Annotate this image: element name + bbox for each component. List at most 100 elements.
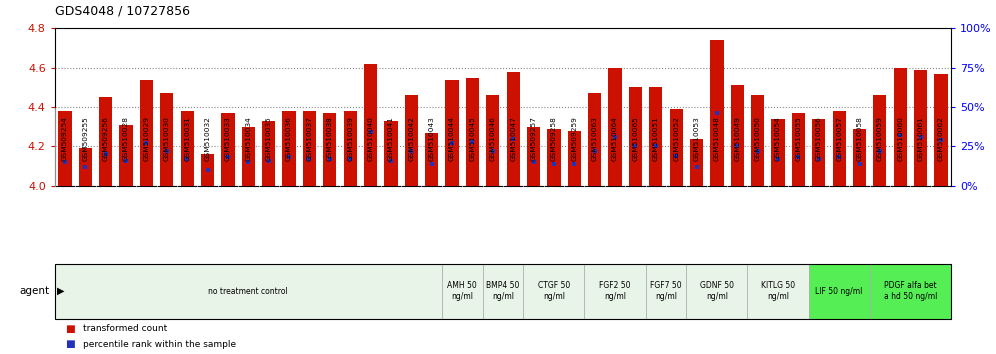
Bar bbox=[669, 109, 683, 186]
Text: GSM510063: GSM510063 bbox=[592, 116, 598, 161]
Text: GSM510060: GSM510060 bbox=[897, 116, 903, 161]
Text: PDGF alfa bet
a hd 50 ng/ml: PDGF alfa bet a hd 50 ng/ml bbox=[883, 281, 937, 301]
Text: FGF7 50
ng/ml: FGF7 50 ng/ml bbox=[650, 281, 682, 301]
Bar bbox=[649, 87, 662, 186]
Bar bbox=[833, 111, 846, 186]
Text: GSM509259: GSM509259 bbox=[572, 116, 578, 161]
Text: GSM509258: GSM509258 bbox=[551, 116, 557, 161]
Bar bbox=[751, 95, 764, 186]
Bar bbox=[585, 264, 645, 319]
Text: GSM510033: GSM510033 bbox=[225, 116, 231, 161]
Text: GSM510064: GSM510064 bbox=[612, 116, 619, 161]
Text: GSM510059: GSM510059 bbox=[876, 116, 882, 161]
Text: GSM510040: GSM510040 bbox=[368, 116, 374, 161]
Text: percentile rank within the sample: percentile rank within the sample bbox=[83, 339, 236, 349]
Text: GSM509254: GSM509254 bbox=[62, 116, 68, 161]
Text: transformed count: transformed count bbox=[83, 324, 167, 333]
Text: GSM510029: GSM510029 bbox=[143, 116, 149, 161]
Text: GSM510065: GSM510065 bbox=[632, 116, 638, 161]
Text: GSM510044: GSM510044 bbox=[449, 116, 455, 161]
Text: AMH 50
ng/ml: AMH 50 ng/ml bbox=[447, 281, 477, 301]
Bar bbox=[893, 68, 907, 186]
Bar bbox=[628, 87, 642, 186]
Text: GSM510034: GSM510034 bbox=[245, 116, 251, 161]
Bar bbox=[180, 111, 194, 186]
Text: FGF2 50
ng/ml: FGF2 50 ng/ml bbox=[600, 281, 630, 301]
Bar bbox=[873, 95, 886, 186]
Bar bbox=[364, 64, 377, 186]
Text: GDS4048 / 10727856: GDS4048 / 10727856 bbox=[55, 5, 190, 18]
Text: GSM510061: GSM510061 bbox=[917, 116, 923, 161]
Text: KITLG 50
ng/ml: KITLG 50 ng/ml bbox=[761, 281, 795, 301]
Text: GSM510031: GSM510031 bbox=[184, 116, 190, 161]
Bar bbox=[547, 129, 561, 186]
Bar bbox=[731, 85, 744, 186]
Bar bbox=[934, 74, 947, 186]
Text: GSM510052: GSM510052 bbox=[673, 116, 679, 161]
Text: GSM510050: GSM510050 bbox=[755, 116, 761, 161]
Text: GSM510047: GSM510047 bbox=[510, 116, 516, 161]
Bar bbox=[609, 68, 622, 186]
Bar bbox=[79, 148, 92, 186]
Bar bbox=[425, 133, 438, 186]
Bar bbox=[483, 264, 523, 319]
Text: GSM510062: GSM510062 bbox=[938, 116, 944, 161]
Text: GSM510049: GSM510049 bbox=[734, 116, 740, 161]
Text: GSM510048: GSM510048 bbox=[714, 116, 720, 161]
Text: GSM510036: GSM510036 bbox=[286, 116, 292, 161]
Text: GSM509255: GSM509255 bbox=[83, 116, 89, 161]
Text: CTGF 50
ng/ml: CTGF 50 ng/ml bbox=[538, 281, 570, 301]
Bar bbox=[853, 129, 867, 186]
Bar bbox=[686, 264, 747, 319]
Bar bbox=[59, 111, 72, 186]
Bar bbox=[507, 72, 520, 186]
Text: LIF 50 ng/ml: LIF 50 ng/ml bbox=[816, 287, 863, 296]
Text: GSM510057: GSM510057 bbox=[836, 116, 843, 161]
Bar bbox=[201, 154, 214, 186]
Text: GSM510055: GSM510055 bbox=[796, 116, 802, 161]
Bar bbox=[466, 78, 479, 186]
Bar bbox=[262, 121, 275, 186]
Text: GSM510045: GSM510045 bbox=[469, 116, 475, 161]
Bar bbox=[645, 264, 686, 319]
Text: no treatment control: no treatment control bbox=[208, 287, 288, 296]
Bar bbox=[384, 121, 397, 186]
Text: BMP4 50
ng/ml: BMP4 50 ng/ml bbox=[486, 281, 520, 301]
Bar bbox=[344, 111, 357, 186]
Bar bbox=[139, 80, 153, 186]
Text: GSM510041: GSM510041 bbox=[387, 116, 394, 161]
Text: agent: agent bbox=[20, 286, 50, 296]
Bar bbox=[221, 113, 235, 186]
Bar bbox=[242, 127, 255, 186]
Bar bbox=[527, 127, 540, 186]
Bar bbox=[690, 138, 703, 186]
Bar bbox=[568, 131, 581, 186]
Text: GSM510030: GSM510030 bbox=[163, 116, 170, 161]
Text: ■: ■ bbox=[65, 324, 75, 333]
Bar bbox=[283, 111, 296, 186]
Bar bbox=[55, 264, 442, 319]
Text: GSM510037: GSM510037 bbox=[307, 116, 313, 161]
Text: GSM510032: GSM510032 bbox=[204, 116, 210, 161]
Bar bbox=[523, 264, 585, 319]
Text: GSM510046: GSM510046 bbox=[490, 116, 496, 161]
Bar bbox=[710, 40, 723, 186]
Bar bbox=[812, 119, 826, 186]
Text: GSM510058: GSM510058 bbox=[857, 116, 863, 161]
Bar bbox=[747, 264, 809, 319]
Bar bbox=[120, 125, 132, 186]
Bar bbox=[771, 119, 785, 186]
Text: GSM510056: GSM510056 bbox=[816, 116, 822, 161]
Text: GDNF 50
ng/ml: GDNF 50 ng/ml bbox=[700, 281, 734, 301]
Text: GSM510051: GSM510051 bbox=[652, 116, 658, 161]
Bar bbox=[792, 113, 805, 186]
Bar bbox=[323, 113, 337, 186]
Bar bbox=[809, 264, 870, 319]
Text: GSM509256: GSM509256 bbox=[103, 116, 109, 161]
Bar bbox=[445, 80, 459, 186]
Bar bbox=[303, 111, 316, 186]
Text: GSM510039: GSM510039 bbox=[348, 116, 354, 161]
Text: GSM510053: GSM510053 bbox=[693, 116, 699, 161]
Bar bbox=[486, 95, 499, 186]
Bar bbox=[914, 70, 927, 186]
